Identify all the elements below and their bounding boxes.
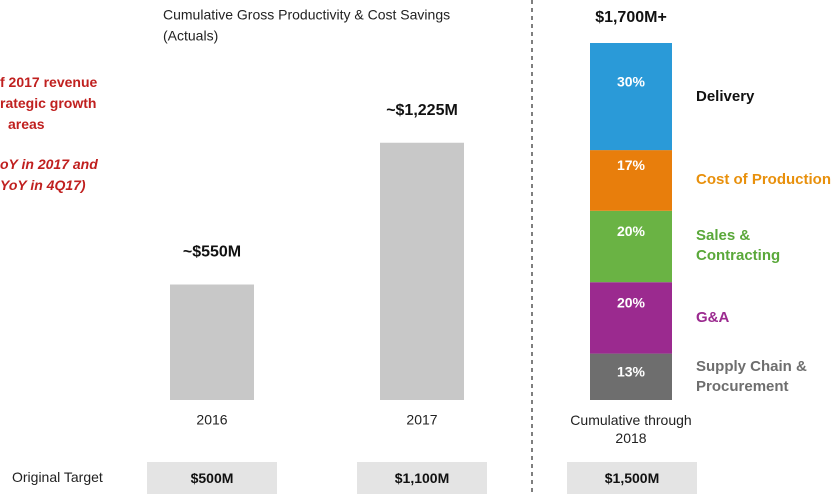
- legend-label: G&A: [696, 308, 730, 326]
- annotation: oY in 2017 and: [0, 156, 98, 172]
- x-tick-label: 2016: [196, 412, 227, 428]
- legend-label: Cost of Production: [696, 171, 831, 189]
- segment-label: 13%: [617, 363, 646, 379]
- segment-label: 20%: [617, 295, 646, 311]
- legend-label: Delivery: [696, 87, 755, 105]
- annotation: f 2017 revenue: [0, 74, 98, 90]
- target-value: $500M: [147, 462, 277, 494]
- bar-segment: [590, 282, 672, 354]
- bar: [170, 284, 254, 400]
- target-label: Original Target: [12, 469, 103, 485]
- bar-segment: [590, 43, 672, 151]
- segment-label: 20%: [617, 223, 646, 239]
- target-value: $1,100M: [357, 462, 487, 494]
- target-value: $1,500M: [567, 462, 697, 494]
- legend-label: Sales & Contracting: [696, 227, 781, 265]
- segment-label: 30%: [617, 73, 646, 89]
- bar: [380, 142, 464, 400]
- x-tick-label: 2017: [406, 412, 437, 428]
- chart-subtitle: (Actuals): [163, 28, 218, 44]
- value-label: ~$550M: [183, 244, 241, 261]
- segment-label: 17%: [617, 157, 646, 173]
- annotation: YoY in 4Q17): [0, 177, 86, 193]
- value-label: ~$1,225M: [386, 102, 458, 119]
- annotation: rategic growth: [0, 95, 97, 111]
- bar-segment: [590, 353, 672, 400]
- chart-title: Cumulative Gross Productivity & Cost Sav…: [163, 7, 450, 23]
- bar-segment: [590, 210, 672, 283]
- legend-label: Supply Chain & Procurement: [696, 357, 807, 395]
- bar-segment: [590, 150, 672, 211]
- total-label: $1,700M+: [595, 9, 667, 26]
- annotation: areas: [8, 116, 45, 132]
- x-tick-label: Cumulative through 2018: [570, 412, 692, 446]
